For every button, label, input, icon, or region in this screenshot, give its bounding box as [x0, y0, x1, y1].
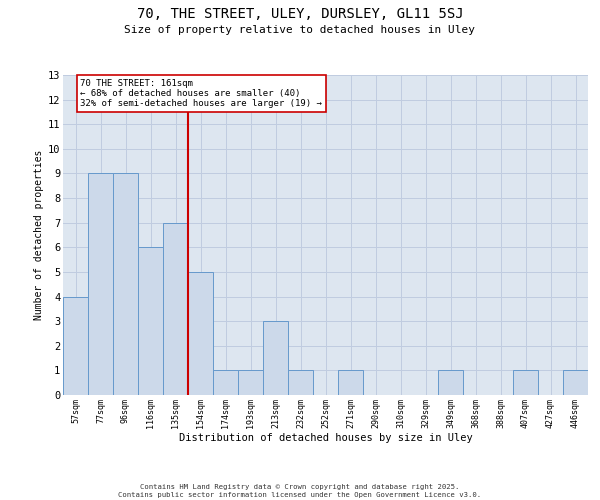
Bar [238, 370, 263, 395]
Bar [88, 174, 113, 395]
X-axis label: Distribution of detached houses by size in Uley: Distribution of detached houses by size … [179, 434, 472, 444]
Text: Size of property relative to detached houses in Uley: Size of property relative to detached ho… [125, 25, 476, 35]
Bar [113, 174, 138, 395]
Bar [438, 370, 463, 395]
Y-axis label: Number of detached properties: Number of detached properties [34, 150, 44, 320]
Bar [288, 370, 313, 395]
Text: 70 THE STREET: 161sqm
← 68% of detached houses are smaller (40)
32% of semi-deta: 70 THE STREET: 161sqm ← 68% of detached … [80, 78, 322, 108]
Bar [513, 370, 538, 395]
Bar [163, 222, 188, 395]
Bar [338, 370, 363, 395]
Bar [138, 248, 163, 395]
Text: 70, THE STREET, ULEY, DURSLEY, GL11 5SJ: 70, THE STREET, ULEY, DURSLEY, GL11 5SJ [137, 8, 463, 22]
Bar [188, 272, 213, 395]
Bar [563, 370, 588, 395]
Bar [263, 321, 288, 395]
Text: Contains HM Land Registry data © Crown copyright and database right 2025.
Contai: Contains HM Land Registry data © Crown c… [118, 484, 482, 498]
Bar [213, 370, 238, 395]
Bar [63, 296, 88, 395]
